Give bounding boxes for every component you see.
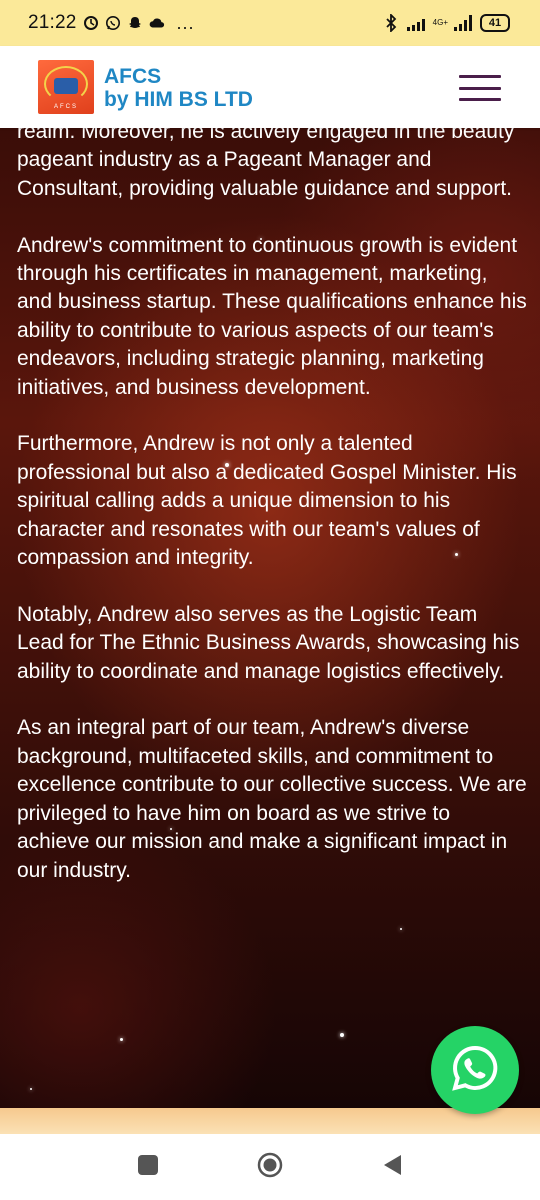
main-content: realm. Moreover, he is actively engaged … (0, 128, 540, 1110)
site-header: AFCS AFCS by HIM BS LTD (0, 46, 540, 128)
paragraph-5: As an integral part of our team, Andrew'… (17, 716, 527, 882)
site-logo[interactable]: AFCS (38, 60, 94, 114)
battery-icon: 41 (480, 14, 510, 32)
bluetooth-icon (383, 14, 399, 32)
status-time: 21:22 (28, 12, 77, 33)
recents-button[interactable] (135, 1154, 161, 1180)
back-button[interactable] (379, 1154, 405, 1180)
triangle-back-icon (381, 1153, 403, 1182)
cloud-icon (149, 15, 165, 31)
alarm-icon (83, 15, 99, 31)
whatsapp-icon (449, 1042, 501, 1099)
system-nav-bar (0, 1134, 540, 1200)
square-icon (137, 1154, 159, 1181)
paragraph-3: Furthermore, Andrew is not only a talent… (17, 432, 517, 570)
brand-line-1: AFCS (104, 65, 162, 88)
paragraph-1: realm. Moreover, he is actively engaged … (17, 128, 515, 200)
signal-icon (406, 15, 425, 31)
circle-icon (257, 1152, 283, 1183)
hamburger-icon[interactable] (459, 75, 501, 101)
signal-icon-2 (454, 15, 472, 31)
paragraph-2: Andrew's commitment to continuous growth… (17, 233, 527, 399)
paragraph-4: Notably, Andrew also serves as the Logis… (17, 602, 520, 683)
footer-band (0, 1108, 540, 1134)
whatsapp-icon (105, 15, 121, 31)
brand-line-2: by HIM BS LTD (104, 88, 253, 111)
whatsapp-chat-button[interactable] (431, 1026, 519, 1114)
more-notifications: ... (176, 12, 195, 33)
home-button[interactable] (257, 1152, 283, 1183)
brand-name[interactable]: AFCS by HIM BS LTD (104, 65, 253, 111)
snapchat-icon (127, 15, 143, 31)
status-bar: 21:22 ... 4G+ 41 (0, 0, 540, 46)
network-type: 4G+ (432, 18, 448, 27)
bio-text: realm. Moreover, he is actively engaged … (17, 128, 527, 913)
